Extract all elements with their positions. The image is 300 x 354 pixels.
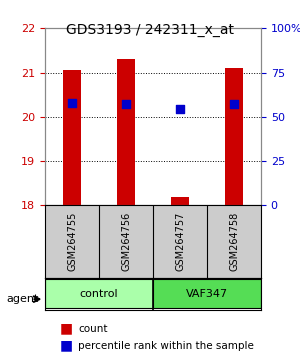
Point: [124, 102, 128, 107]
Point: [70, 100, 74, 105]
Text: percentile rank within the sample: percentile rank within the sample: [78, 341, 254, 350]
Text: ■: ■: [60, 321, 73, 336]
FancyBboxPatch shape: [45, 280, 153, 308]
Bar: [63, 70, 82, 205]
Text: control: control: [80, 289, 118, 299]
Point: [232, 102, 236, 107]
Text: GSM264758: GSM264758: [229, 212, 239, 271]
Text: VAF347: VAF347: [186, 289, 228, 299]
Text: ■: ■: [60, 338, 73, 353]
Text: GDS3193 / 242311_x_at: GDS3193 / 242311_x_at: [66, 23, 234, 37]
Text: GSM264756: GSM264756: [121, 212, 131, 271]
Text: count: count: [78, 324, 107, 333]
Bar: [225, 68, 244, 205]
Point: [178, 106, 182, 112]
Text: agent: agent: [6, 294, 38, 304]
FancyBboxPatch shape: [153, 280, 261, 308]
Bar: [117, 59, 136, 205]
Text: GSM264757: GSM264757: [175, 212, 185, 271]
Text: GSM264755: GSM264755: [67, 212, 77, 271]
Bar: [171, 197, 190, 205]
